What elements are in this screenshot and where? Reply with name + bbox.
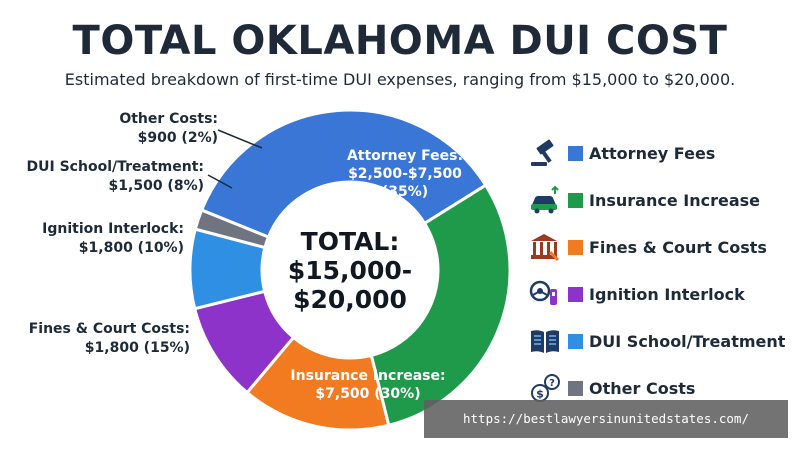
legend-label-other-costs: Other Costs [589, 378, 696, 398]
callout-other-costs-value: $900 (2%) [137, 130, 218, 146]
car-rising-cost-icon [531, 185, 559, 214]
callout-fines-court-name: Fines & Court Costs: [28, 321, 190, 337]
legend-swatch-dui-school-treatment [568, 333, 583, 349]
gavel-icon [531, 139, 554, 166]
slice-label-insurance-increase-line-1: Insurance Increase: [290, 368, 445, 384]
money-question-icon: $ ? [531, 374, 560, 402]
breathalyzer-icon [529, 280, 557, 305]
donut-slices [188, 108, 512, 432]
donut-hole [262, 182, 438, 358]
slice-inner-labels: Attorney Fees: $2,500-$7,500 (35%) Insuranc… [290, 148, 463, 402]
courthouse-icon [531, 234, 560, 262]
legend-item-insurance-increase: Insurance Increase [528, 183, 760, 217]
legend-swatch-fines-court-costs [568, 239, 583, 255]
chart-title: TOTAL OKLAHOMA DUI COST [72, 18, 728, 64]
legend-item-fines-court-costs: Fines & Court Costs [528, 230, 767, 264]
center-total-line-2: $15,000- [288, 256, 412, 285]
callout-dui-school-value: $1,500 (8%) [108, 178, 204, 194]
svg-text:?: ? [549, 378, 555, 389]
callout-other-costs: Other Costs: $900 (2%) [100, 110, 218, 148]
legend-item-ignition-interlock: Ignition Interlock [528, 277, 745, 311]
legend-label-fines-court-costs: Fines & Court Costs [589, 237, 767, 257]
callout-other-costs-name: Other Costs: [119, 111, 218, 127]
legend-label-ignition-interlock: Ignition Interlock [589, 284, 745, 304]
slice-label-attorney-fees-line-1: Attorney Fees: [347, 148, 463, 164]
legend-item-other-costs: $ ? Other Costs [528, 371, 695, 405]
legend-swatch-other-costs [568, 380, 583, 396]
slice-label-attorney-fees-line-2: $2,500-$7,500 [348, 166, 462, 182]
legend-label-insurance-increase: Insurance Increase [589, 190, 760, 210]
slice-label-insurance-increase-line-2: $7,500 (30%) [315, 386, 420, 402]
callout-fines-court: Fines & Court Costs: $1,800 (15%) [0, 320, 190, 358]
open-book-icon [531, 330, 559, 353]
legend-label-dui-school-treatment: DUI School/Treatment [589, 331, 786, 351]
callout-dui-school: DUI School/Treatment: $1,500 (8%) [0, 158, 204, 196]
callout-ignition-interlock-value: $1,800 (10%) [78, 240, 184, 256]
watermark-url: https://bestlawyersinunitedstates.com/ [424, 400, 788, 438]
legend-swatch-attorney-fees [568, 145, 583, 161]
legend-label-attorney-fees: Attorney Fees [589, 143, 716, 163]
callout-leader-lines [207, 129, 263, 189]
center-total-label: TOTAL: $15,000- $20,000 [288, 227, 412, 314]
legend-swatch-ignition-interlock [568, 286, 583, 302]
callout-ignition-interlock-name: Ignition Interlock: [42, 221, 184, 237]
chart-subtitle: Estimated breakdown of first-time DUI ex… [64, 70, 736, 89]
legend-item-attorney-fees: Attorney Fees [528, 136, 715, 170]
callout-dui-school-name: DUI School/Treatment: [26, 159, 204, 175]
leader-line-other-costs [217, 129, 263, 149]
legend-item-dui-school-treatment: DUI School/Treatment [528, 324, 785, 358]
callout-ignition-interlock: Ignition Interlock: $1,800 (10%) [0, 220, 184, 258]
legend-swatch-insurance-increase [568, 192, 583, 208]
center-total-line-3: $20,000 [293, 285, 407, 314]
leader-line-dui-school [207, 174, 233, 189]
svg-text:$: $ [536, 388, 544, 401]
center-total-line-1: TOTAL: [301, 227, 400, 256]
callout-fines-court-value: $1,800 (15%) [84, 340, 190, 356]
slice-label-attorney-fees-line-3: (35%) [382, 184, 428, 200]
